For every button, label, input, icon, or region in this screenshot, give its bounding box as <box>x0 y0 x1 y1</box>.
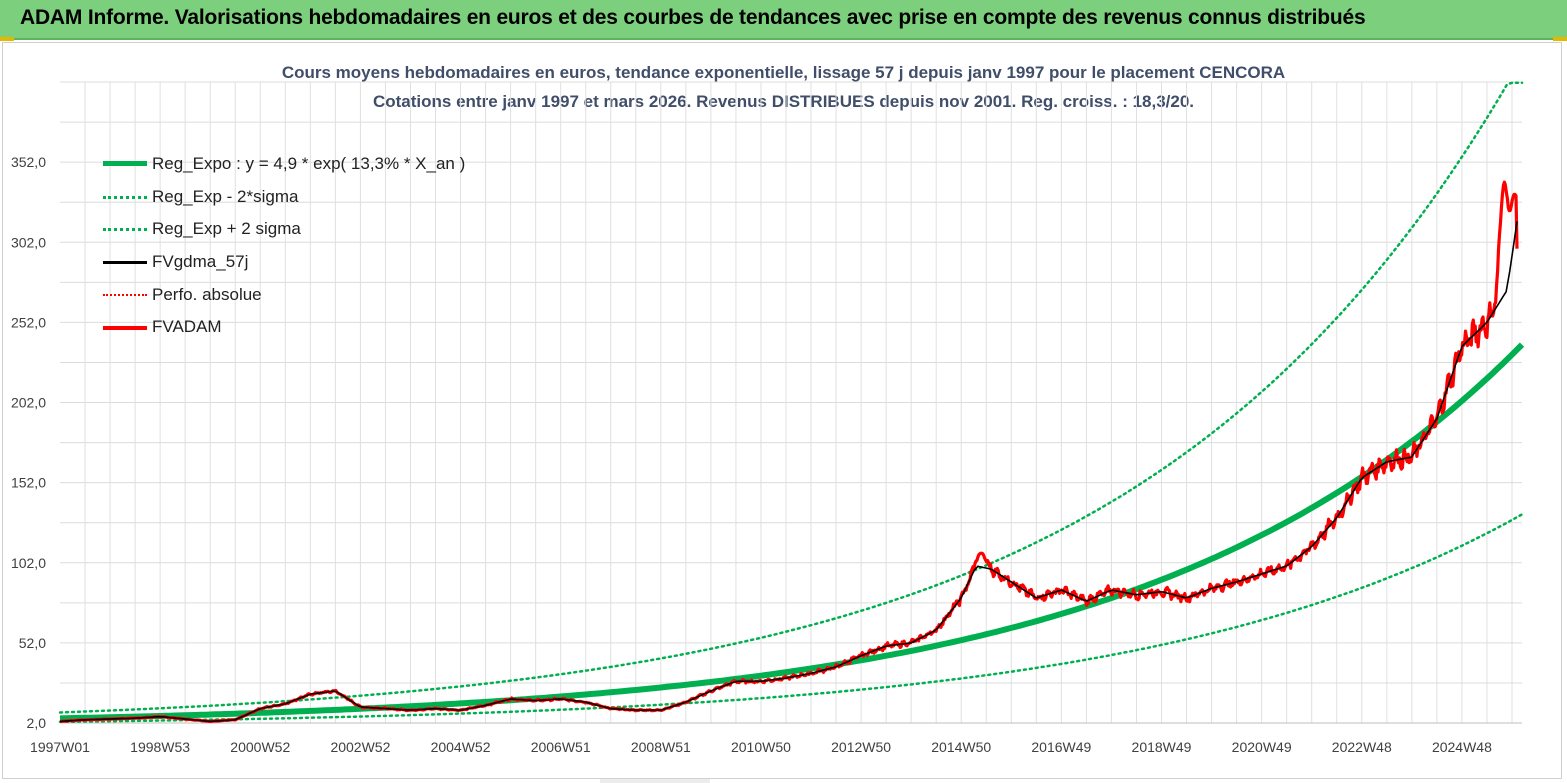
x-tick-label: 2016W49 <box>1031 739 1091 755</box>
legend-item-reg-expo: Reg_Expo : y = 4,9 * exp( 13,3% * X_an ) <box>100 152 520 176</box>
x-tick-label: 2024W48 <box>1432 739 1492 755</box>
x-tick-label: 1997W01 <box>30 739 90 755</box>
chart-subtitle: Cotations entre janv 1997 et mars 2026. … <box>372 92 1195 111</box>
x-tick-label: 2000W52 <box>230 739 290 755</box>
footer-bar <box>600 779 710 783</box>
banner-accent-right <box>1553 37 1567 41</box>
legend-label-reg-exp-plus: Reg_Exp + 2 sigma <box>152 219 301 238</box>
report-title: ADAM Informe. Valorisations hebdomadaire… <box>20 6 1366 29</box>
legend-sample-reg-exp-minus <box>103 196 147 199</box>
y-tick-label: 102,0 <box>11 555 46 571</box>
legend-label-reg-exp-minus: Reg_Exp - 2*sigma <box>152 187 299 206</box>
legend-item-fvgdma: FVgdma_57j <box>100 250 520 274</box>
legend-label-fvadam: FVADAM <box>152 317 222 336</box>
y-tick-label: 302,0 <box>11 234 46 250</box>
x-tick-label: 2018W49 <box>1132 739 1192 755</box>
y-tick-label: 152,0 <box>11 475 46 491</box>
banner-accent-left <box>0 37 14 41</box>
legend-sample-fvadam <box>103 326 147 330</box>
legend-label-perfo: Perfo. absolue <box>152 285 262 304</box>
x-tick-label: 2014W50 <box>931 739 991 755</box>
y-tick-label: 252,0 <box>11 314 46 330</box>
series-reg-exp-plus-2-sigma <box>58 81 1524 714</box>
x-tick-label: 2006W51 <box>531 739 591 755</box>
series-reg-exp-minus-2-sigma <box>58 513 1524 724</box>
x-tick-label: 2020W49 <box>1232 739 1292 755</box>
series-fvgdma-57j <box>60 221 1518 723</box>
legend-sample-reg-expo <box>103 161 147 166</box>
x-tick-label: 2008W51 <box>631 739 691 755</box>
legend-item-perfo: Perfo. absolue <box>100 283 520 307</box>
report-banner: ADAM Informe. Valorisations hebdomadaire… <box>0 0 1567 40</box>
y-tick-label: 52,0 <box>19 635 46 651</box>
legend-label-fvgdma: FVgdma_57j <box>152 252 249 271</box>
legend-sample-fvgdma <box>103 261 147 264</box>
legend-sample-perfo <box>103 294 147 296</box>
chart-title: Cours moyens hebdomadaires en euros, ten… <box>281 63 1286 82</box>
x-tick-label: 1998W53 <box>130 739 190 755</box>
legend-item-reg-exp-minus: Reg_Exp - 2*sigma <box>100 185 520 209</box>
legend-label-reg-expo: Reg_Expo : y = 4,9 * exp( 13,3% * X_an ) <box>152 154 466 173</box>
legend-item-fvadam: FVADAM <box>100 315 520 339</box>
x-tick-label: 2002W52 <box>330 739 390 755</box>
legend-sample-reg-exp-plus <box>103 228 147 231</box>
y-tick-label: 2,0 <box>27 715 47 731</box>
x-tick-label: 2010W50 <box>731 739 791 755</box>
series-reg-expo <box>59 342 1525 722</box>
y-tick-label: 202,0 <box>11 395 46 411</box>
y-tick-label: 352,0 <box>11 154 46 170</box>
x-tick-label: 2004W52 <box>431 739 491 755</box>
legend-item-reg-exp-plus: Reg_Exp + 2 sigma <box>100 217 520 241</box>
chart-frame <box>2 42 1562 779</box>
x-tick-label: 2012W50 <box>831 739 891 755</box>
x-tick-label: 2022W48 <box>1332 739 1392 755</box>
